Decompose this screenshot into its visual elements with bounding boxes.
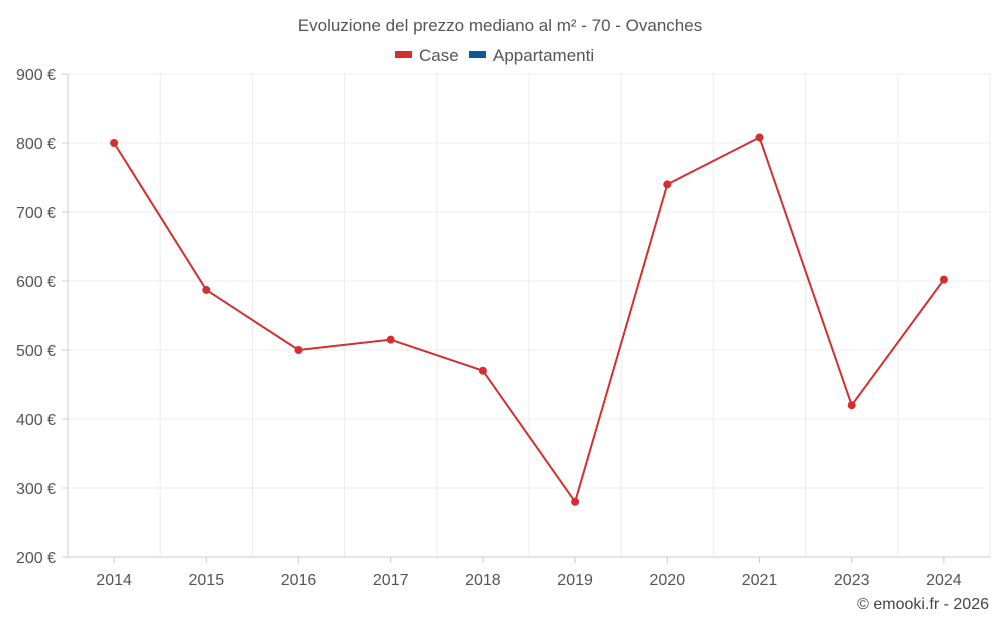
chart-title: Evoluzione del prezzo mediano al m² - 70… bbox=[298, 16, 702, 35]
data-point[interactable] bbox=[571, 497, 580, 506]
x-tick-label: 2015 bbox=[189, 572, 225, 589]
data-point[interactable] bbox=[755, 133, 764, 142]
x-tick-label: 2018 bbox=[465, 572, 501, 589]
data-point[interactable] bbox=[110, 139, 119, 147]
x-axis-ticks: 2014 2015 2016 2017 2018 2019 2020 2021 2023 2024 bbox=[68, 556, 990, 589]
legend-label-appartamenti: Appartamenti bbox=[493, 46, 594, 65]
x-tick-label: 2014 bbox=[96, 572, 132, 589]
legend-swatch-case bbox=[395, 51, 412, 58]
data-point[interactable] bbox=[663, 180, 672, 189]
x-tick-label: 2021 bbox=[742, 572, 778, 589]
data-point[interactable] bbox=[202, 285, 211, 294]
y-tick-label: 600 € bbox=[16, 274, 56, 291]
x-tick-label: 2016 bbox=[281, 572, 317, 589]
x-tick-label: 2024 bbox=[926, 572, 962, 589]
legend-swatch-appartamenti bbox=[469, 51, 486, 58]
data-point[interactable] bbox=[478, 366, 487, 375]
legend: Case Appartamenti bbox=[395, 46, 594, 65]
series-line-case bbox=[113, 136, 945, 503]
legend-item-case[interactable]: Case bbox=[395, 46, 459, 65]
y-tick-label: 300 € bbox=[16, 481, 56, 498]
y-axis-ticks: 900 € 800 € 700 € 600 € 500 € 400 € 300 € 200 € bbox=[16, 67, 69, 567]
y-tick-label: 200 € bbox=[16, 550, 56, 567]
legend-label-case: Case bbox=[419, 46, 459, 65]
x-tick-label: 2023 bbox=[834, 572, 870, 589]
data-point[interactable] bbox=[847, 401, 856, 410]
gridlines bbox=[67, 73, 991, 558]
y-tick-label: 400 € bbox=[16, 412, 56, 429]
data-point[interactable] bbox=[939, 275, 948, 284]
legend-item-appartamenti[interactable]: Appartamenti bbox=[469, 46, 594, 65]
x-tick-label: 2019 bbox=[557, 572, 593, 589]
y-tick-label: 500 € bbox=[16, 343, 56, 360]
credit-text: © emooki.fr - 2026 bbox=[857, 596, 989, 613]
y-tick-label: 900 € bbox=[16, 67, 56, 84]
x-tick-label: 2020 bbox=[650, 572, 686, 589]
y-tick-label: 700 € bbox=[16, 205, 56, 222]
data-point[interactable] bbox=[386, 335, 395, 344]
series-case bbox=[110, 133, 948, 506]
data-point[interactable] bbox=[294, 346, 303, 354]
y-tick-label: 800 € bbox=[16, 136, 56, 153]
x-tick-label: 2017 bbox=[373, 572, 409, 589]
